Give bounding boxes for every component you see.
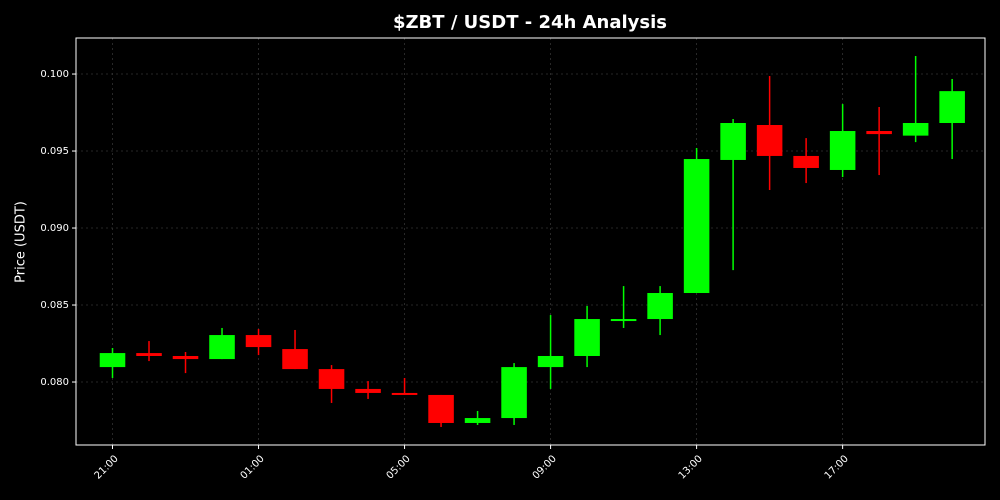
candle-body [647, 293, 673, 320]
y-tick-label: 0.100 [40, 69, 69, 80]
candle-body [537, 355, 564, 368]
chart-title: $ZBT / USDT - 24h Analysis [393, 12, 667, 33]
candle-body [610, 319, 637, 322]
candle-body [720, 123, 746, 160]
candle-body [866, 131, 892, 135]
y-tick-label: 0.095 [40, 146, 69, 157]
candle-body [829, 131, 856, 170]
plot-frame [75, 37, 986, 446]
candle-body [355, 388, 381, 393]
candle-body [136, 353, 162, 356]
y-axis-label: Price (USDT) [14, 201, 29, 283]
candle-body [391, 392, 418, 395]
y-tick-label: 0.080 [40, 377, 69, 388]
candle-body [756, 125, 783, 156]
candle-body [501, 367, 527, 419]
candle-body [209, 335, 235, 360]
candle-body [902, 123, 929, 136]
candle-body [428, 394, 454, 423]
candle-body [939, 91, 965, 124]
candle-body [464, 418, 491, 423]
y-tick-label: 0.085 [40, 300, 69, 311]
candle-body [282, 349, 308, 370]
y-tick-label: 0.090 [40, 223, 69, 234]
candle-body [793, 155, 819, 168]
candle-body [99, 353, 126, 368]
candle-body [318, 369, 345, 389]
candle-body [683, 159, 710, 294]
candle-body [172, 355, 199, 360]
candle-body [574, 319, 600, 356]
candle-body [245, 335, 272, 348]
